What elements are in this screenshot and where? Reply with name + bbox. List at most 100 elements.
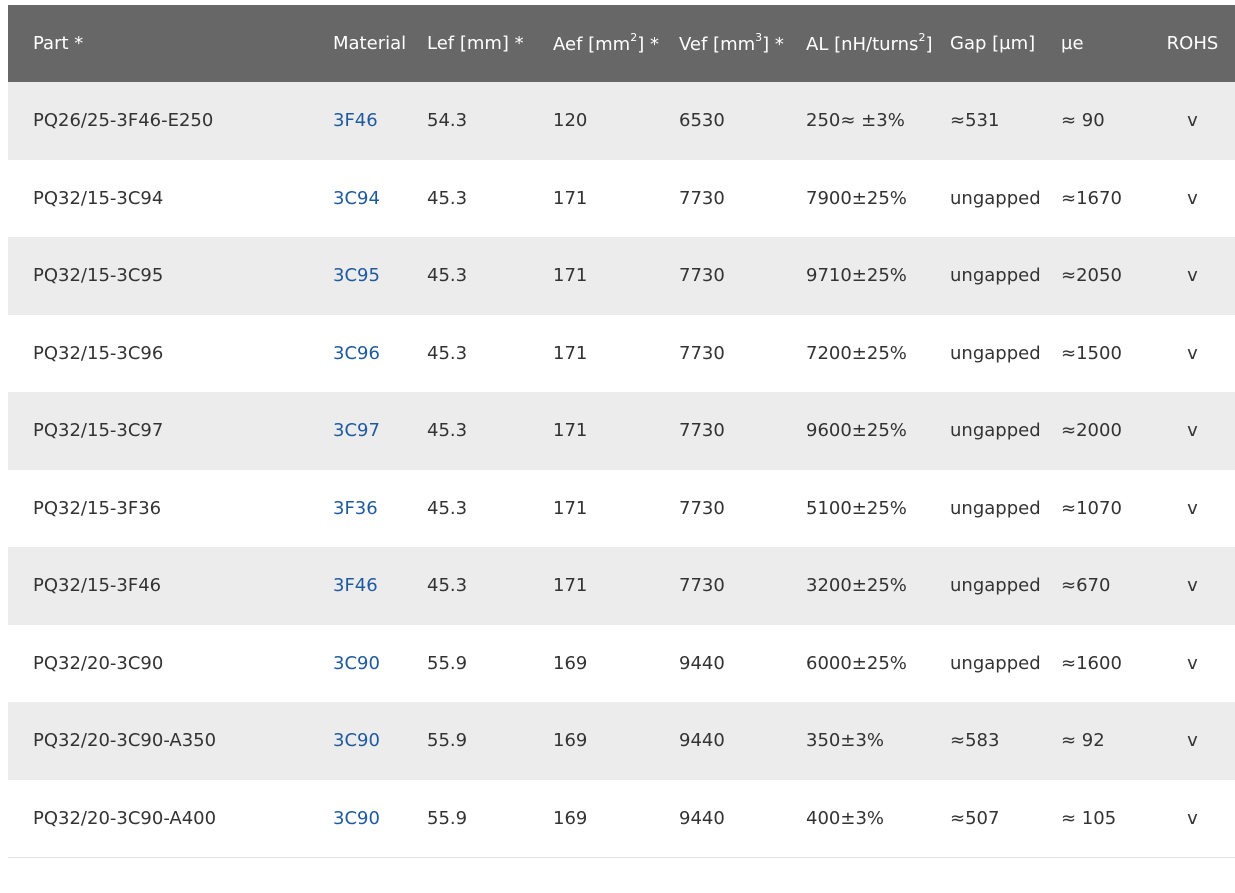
table-row: PQ32/20-3C90-A350 3C90 55.9 169 9440 350±3% ≈5… xyxy=(8,702,1235,780)
vef-label-tail: ] * xyxy=(762,33,784,55)
cell-gap: ungapped xyxy=(950,575,1041,597)
col-header-mue[interactable]: µe xyxy=(1061,33,1084,54)
table-row: PQ32/15-3C97 3C97 45.3 171 7730 9600±25% ungap… xyxy=(8,392,1235,470)
table-body: PQ26/25-3F46-E250 3F46 54.3 120 6530 250≈ ±3%… xyxy=(8,82,1235,857)
cell-rohs: v xyxy=(1187,730,1198,752)
cell-part: PQ32/15-3C96 xyxy=(33,342,164,364)
product-table-container: Part * Material Lef [mm] * Aef [mm2] * V… xyxy=(8,5,1235,858)
cell-al: 350±3% xyxy=(806,730,884,752)
cell-part: PQ32/20-3C90-A400 xyxy=(33,807,217,829)
col-header-lef[interactable]: Lef [mm] * xyxy=(427,33,524,54)
cell-part: PQ26/25-3F46-E250 xyxy=(33,110,214,132)
cell-material: 3C90 xyxy=(333,625,427,703)
al-label: AL [nH/turns xyxy=(806,33,919,55)
cell-rohs: v xyxy=(1187,807,1198,829)
cell-rohs: v xyxy=(1187,187,1198,209)
col-header-al[interactable]: AL [nH/turns2] xyxy=(806,5,950,82)
cell-mue: ≈2000 xyxy=(1061,420,1122,442)
cell-aef: 171 xyxy=(553,265,588,287)
cell-aef: 171 xyxy=(553,187,588,209)
cell-vef: 9440 xyxy=(679,730,725,752)
table-row: PQ32/15-3F46 3F46 45.3 171 7730 3200±25% ungap… xyxy=(8,547,1235,625)
cell-lef: 45.3 xyxy=(427,420,468,442)
material-link[interactable]: 3C90 xyxy=(333,730,380,752)
col-header-vef[interactable]: Vef [mm3] * xyxy=(679,5,806,82)
col-header-material[interactable]: Material xyxy=(333,33,407,54)
col-header-gap[interactable]: Gap [µm] xyxy=(950,33,1036,54)
cell-lef: 55.9 xyxy=(427,652,468,674)
material-link[interactable]: 3F36 xyxy=(333,497,378,519)
cell-al: 3200±25% xyxy=(806,575,907,597)
cell-mue: ≈670 xyxy=(1061,575,1111,597)
cell-part: PQ32/15-3C97 xyxy=(33,420,164,442)
cell-gap: ungapped xyxy=(950,652,1041,674)
cell-material: 3F36 xyxy=(333,470,427,548)
cell-part: PQ32/15-3F36 xyxy=(33,497,162,519)
cell-material: 3C90 xyxy=(333,702,427,780)
cell-vef: 7730 xyxy=(679,575,725,597)
cell-gap: ≈507 xyxy=(950,807,1000,829)
material-link[interactable]: 3F46 xyxy=(333,575,378,597)
cell-mue: ≈1600 xyxy=(1061,652,1122,674)
cell-part: PQ32/15-3C95 xyxy=(33,265,164,287)
cell-mue: ≈1670 xyxy=(1061,187,1122,209)
cell-mue: ≈ 90 xyxy=(1061,110,1105,132)
aef-label: Aef [mm xyxy=(553,33,631,55)
table-row: PQ32/15-3C94 3C94 45.3 171 7730 7900±25% ungap… xyxy=(8,159,1235,238)
table-row: PQ32/20-3C90-A400 3C90 55.9 169 9440 400±3% ≈5… xyxy=(8,779,1235,857)
cell-vef: 9440 xyxy=(679,807,725,829)
cell-mue: ≈1070 xyxy=(1061,497,1122,519)
cell-rohs: v xyxy=(1187,110,1198,132)
cell-material: 3C95 xyxy=(333,237,427,315)
material-link[interactable]: 3C90 xyxy=(333,807,380,829)
cell-al: 5100±25% xyxy=(806,497,907,519)
cell-vef: 7730 xyxy=(679,342,725,364)
vef-exponent: 3 xyxy=(755,30,763,44)
cell-material: 3C94 xyxy=(333,160,427,238)
material-link[interactable]: 3C94 xyxy=(333,187,380,209)
cell-material: 3F46 xyxy=(333,547,427,625)
material-link[interactable]: 3C96 xyxy=(333,342,380,364)
cell-al: 7200±25% xyxy=(806,342,907,364)
table-row: PQ32/15-3C95 3C95 45.3 171 7730 9710±25% ungap… xyxy=(8,237,1235,315)
cell-lef: 55.9 xyxy=(427,807,468,829)
cell-aef: 171 xyxy=(553,575,588,597)
cell-part: PQ32/15-3C94 xyxy=(33,187,164,209)
cell-gap: ≈583 xyxy=(950,730,1000,752)
cell-al: 400±3% xyxy=(806,807,884,829)
cell-lef: 45.3 xyxy=(427,497,468,519)
material-link[interactable]: 3C97 xyxy=(333,420,380,442)
material-link[interactable]: 3C90 xyxy=(333,652,380,674)
cell-aef: 169 xyxy=(553,807,588,829)
product-table: Part * Material Lef [mm] * Aef [mm2] * V… xyxy=(8,5,1235,858)
cell-mue: ≈ 105 xyxy=(1061,807,1117,829)
cell-gap: ungapped xyxy=(950,497,1041,519)
cell-aef: 171 xyxy=(553,342,588,364)
header-row: Part * Material Lef [mm] * Aef [mm2] * V… xyxy=(8,5,1235,82)
material-link[interactable]: 3C95 xyxy=(333,265,380,287)
cell-rohs: v xyxy=(1187,420,1198,442)
cell-material: 3C96 xyxy=(333,315,427,393)
cell-part: PQ32/15-3F46 xyxy=(33,575,162,597)
cell-aef: 169 xyxy=(553,652,588,674)
cell-al: 7900±25% xyxy=(806,187,907,209)
aef-exponent: 2 xyxy=(630,30,638,44)
cell-al: 250≈ ±3% xyxy=(806,110,905,132)
cell-mue: ≈1500 xyxy=(1061,342,1122,364)
cell-gap: ungapped xyxy=(950,187,1041,209)
cell-gap: ungapped xyxy=(950,342,1041,364)
cell-lef: 45.3 xyxy=(427,575,468,597)
table-row: PQ32/15-3C96 3C96 45.3 171 7730 7200±25% ungap… xyxy=(8,314,1235,393)
col-header-rohs[interactable]: ROHS xyxy=(1166,33,1219,54)
cell-vef: 9440 xyxy=(679,652,725,674)
cell-rohs: v xyxy=(1187,652,1198,674)
cell-gap: ≈531 xyxy=(950,110,1000,132)
cell-aef: 120 xyxy=(553,110,588,132)
cell-vef: 7730 xyxy=(679,265,725,287)
col-header-aef[interactable]: Aef [mm2] * xyxy=(553,5,679,82)
material-link[interactable]: 3F46 xyxy=(333,110,378,132)
vef-label: Vef [mm xyxy=(679,33,756,55)
aef-label-tail: ] * xyxy=(637,33,659,55)
cell-vef: 7730 xyxy=(679,497,725,519)
col-header-part[interactable]: Part * xyxy=(33,33,84,54)
